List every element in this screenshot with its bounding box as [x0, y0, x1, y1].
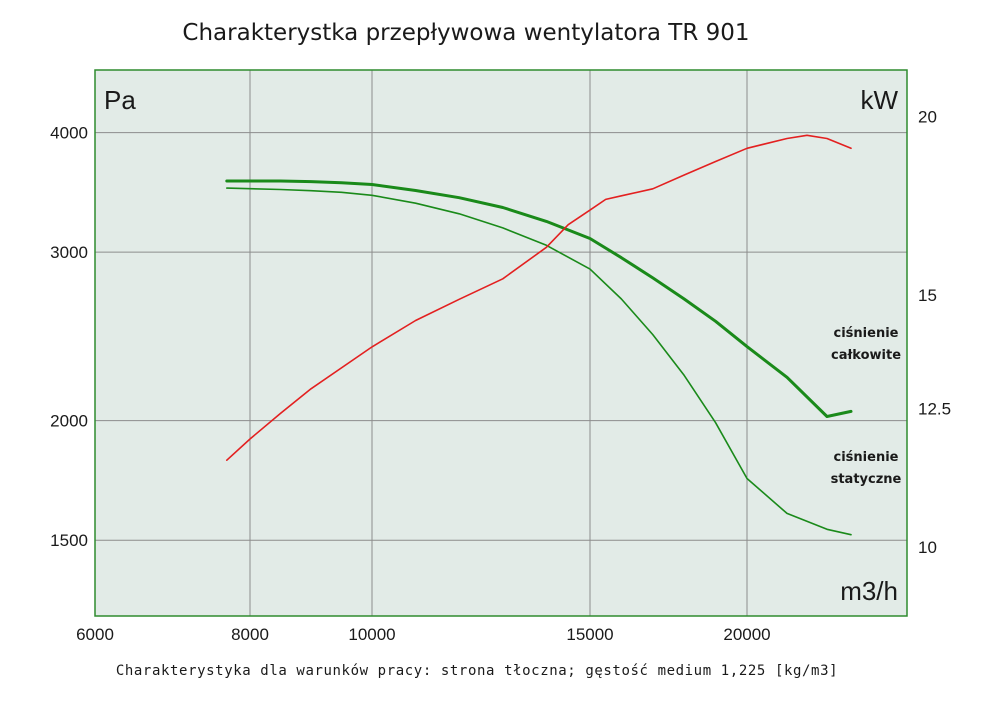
chart-subtitle: Charakterystyka dla warunków pracy: stro…	[116, 663, 838, 679]
y-right-tick-label: 20	[918, 107, 937, 126]
y-right-tick-label: 15	[918, 286, 937, 305]
x-axis-unit-label: m3/h	[840, 576, 898, 606]
series-layer	[225, 134, 853, 536]
total-pressure-label: całkowite	[831, 348, 901, 363]
static-pressure-label: ciśnienie	[834, 450, 899, 465]
static-pressure-label: statyczne	[831, 472, 902, 487]
y-left-unit-label: Pa	[104, 85, 136, 115]
y-right-tick-label: 12.5	[918, 399, 951, 418]
y-left-tick-label: 4000	[50, 124, 88, 143]
chart-title: Charakterystka przepływowa wentylatora T…	[182, 20, 749, 46]
y-left-tick-label: 3000	[50, 243, 88, 262]
y-right-tick-label: 10	[918, 538, 937, 557]
total-pressure-line	[225, 179, 853, 418]
plot-frame	[94, 69, 908, 617]
y-left-axis-ticks: 1500 2000 3000 4000	[50, 124, 88, 551]
y-right-unit-label: kW	[860, 85, 898, 115]
x-axis-ticks: 6000 8000 10000 15000 20000	[76, 625, 771, 644]
grid-lines	[95, 70, 907, 616]
x-tick-label: 10000	[348, 625, 395, 644]
series-annotations: ciśnienie całkowite ciśnienie statyczne	[831, 326, 902, 487]
x-tick-label: 6000	[76, 625, 114, 644]
plot-area	[95, 70, 907, 616]
x-tick-label: 8000	[231, 625, 269, 644]
x-tick-label: 20000	[723, 625, 770, 644]
total-pressure-label: ciśnienie	[834, 326, 899, 341]
power-line	[226, 134, 852, 462]
static-pressure-line	[226, 187, 852, 536]
y-left-tick-label: 2000	[50, 412, 88, 431]
x-tick-label: 15000	[566, 625, 613, 644]
y-left-tick-label: 1500	[50, 531, 88, 550]
y-right-axis-ticks: 10 12.5 15 20	[918, 107, 951, 557]
